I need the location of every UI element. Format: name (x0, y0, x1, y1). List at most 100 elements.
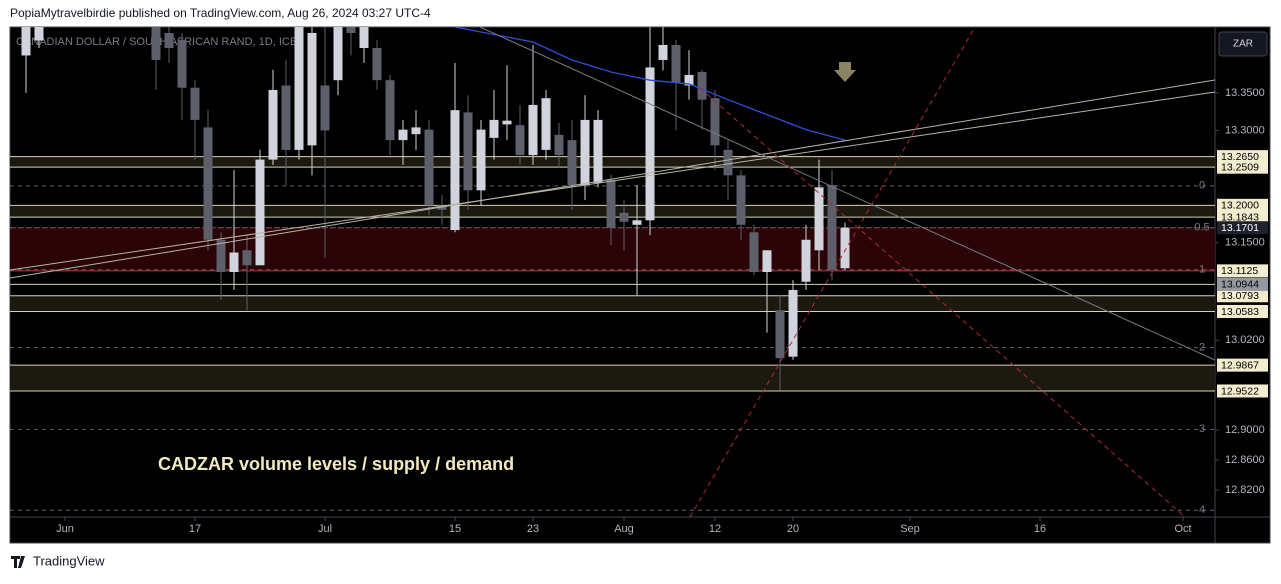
price-tag-label: 13.1843 (1221, 211, 1259, 223)
x-tick-label: 16 (1034, 523, 1046, 535)
candle-body (710, 98, 720, 146)
candle-body (489, 119, 499, 138)
fib-label: 4 (1199, 504, 1205, 516)
y-tick-label: 13.3500 (1225, 87, 1265, 99)
zone (10, 295, 1215, 312)
plot: 00.5123413.350013.300013.150013.020012.9… (10, 27, 1268, 535)
x-tick-label: Jul (318, 523, 332, 535)
x-tick-label: 20 (787, 523, 799, 535)
candle-body (723, 149, 733, 176)
candle-body (814, 187, 824, 251)
candle-body (827, 185, 837, 270)
arrow-icon (834, 62, 856, 82)
price-tag (1217, 358, 1268, 372)
candle-body (307, 32, 317, 146)
x-tick-label: Oct (1174, 523, 1191, 535)
candle-body (749, 232, 759, 272)
candle-body (190, 87, 200, 120)
candle-body (398, 129, 408, 141)
candle-body (216, 239, 226, 272)
logo-icon (11, 556, 25, 568)
trendline (479, 27, 1215, 361)
candle-body (632, 220, 642, 225)
candle-body (658, 44, 668, 60)
candle-body (164, 32, 174, 48)
plot-area (10, 27, 1215, 511)
y-tick-label: 12.9000 (1225, 424, 1265, 436)
price-tag (1217, 277, 1268, 291)
x-tick-label: Jun (56, 523, 74, 535)
candle-body (554, 134, 564, 156)
candle-body (359, 27, 369, 48)
fib-label: 3 (1199, 423, 1205, 435)
x-tick-label: 12 (709, 523, 721, 535)
price-tag (1217, 384, 1268, 398)
candle-body (801, 239, 811, 282)
candle-body (281, 85, 291, 150)
price-tag-label: 13.0583 (1221, 306, 1259, 318)
y-tick-label: 12.8600 (1225, 454, 1265, 466)
candle-body (21, 27, 31, 56)
price-tag-label: 12.9522 (1221, 385, 1259, 397)
candle-body (840, 227, 850, 269)
candle-body (619, 212, 629, 222)
price-tag (1217, 221, 1268, 235)
candle-body (372, 47, 382, 81)
chart-frame (9, 26, 1271, 544)
x-tick-label: Aug (614, 523, 634, 535)
candle-body (567, 140, 577, 186)
drawings (10, 27, 1215, 517)
price-tag (1217, 210, 1268, 224)
candle-body (528, 104, 538, 156)
zone (10, 365, 1215, 391)
candle-body (606, 179, 616, 228)
candle-body (450, 110, 460, 231)
candle-body (294, 27, 304, 150)
candle-body (502, 120, 512, 125)
price-tag-label: 13.2509 (1221, 161, 1259, 173)
candle-body (255, 159, 265, 266)
fib-label: 1 (1199, 264, 1205, 276)
zone (10, 227, 1215, 271)
price-tag-label: 13.1125 (1221, 265, 1258, 277)
price-tag (1217, 289, 1268, 303)
y-tick-label: 12.8200 (1225, 484, 1265, 496)
candle-body (424, 129, 434, 206)
zone (10, 156, 1215, 168)
price-tag (1217, 160, 1268, 174)
annotation: CADZAR volume levels / supply / demand (158, 454, 514, 474)
currency-button[interactable] (1218, 31, 1268, 57)
y-tick-label: 13.1500 (1225, 237, 1265, 249)
candle-body (775, 310, 785, 359)
x-tick-label: Sep (900, 523, 920, 535)
candle-body (229, 252, 239, 272)
candle-body (697, 71, 707, 100)
candle-body (684, 74, 694, 86)
price-tag (1217, 304, 1268, 318)
candle-body (580, 119, 590, 186)
price-tag-label: 13.0793 (1221, 290, 1259, 302)
candle-body (203, 127, 213, 240)
y-tick-label: 13.0200 (1225, 334, 1265, 346)
candle-body (34, 27, 44, 41)
candle-body (476, 129, 486, 191)
candle-body (346, 27, 356, 33)
price-tag (1217, 150, 1268, 164)
fib-label: 0 (1199, 180, 1205, 192)
candle-body (242, 250, 252, 266)
candle-body (645, 67, 655, 221)
candle-body (320, 85, 330, 131)
x-tick-label: 17 (189, 523, 201, 535)
price-tag-label: 13.0944 (1221, 279, 1259, 291)
fib-label: 0.5 (1194, 222, 1209, 234)
currency-label[interactable]: ZAR (1233, 39, 1253, 50)
candle-body (437, 205, 447, 210)
price-tag (1217, 264, 1268, 278)
x-tick-label: 23 (527, 523, 539, 535)
price-tag-label: 13.2000 (1221, 200, 1259, 212)
price-tag (1217, 198, 1268, 212)
candle-body (788, 289, 798, 357)
candle-body (593, 119, 603, 183)
x-tick-label: 15 (449, 523, 461, 535)
